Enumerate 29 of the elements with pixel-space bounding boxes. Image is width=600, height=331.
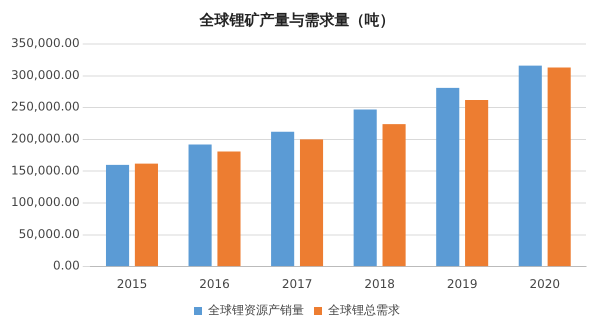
x-tick-label: 2019 bbox=[446, 276, 478, 291]
bar bbox=[518, 66, 542, 266]
y-tick-label: 250,000.00 bbox=[10, 100, 80, 114]
x-tick-label: 2018 bbox=[364, 276, 395, 291]
x-tick-label: 2016 bbox=[199, 276, 230, 291]
bar bbox=[217, 151, 241, 266]
bar bbox=[106, 164, 130, 266]
bar bbox=[354, 110, 377, 266]
x-tick-label: 2020 bbox=[529, 276, 560, 291]
y-tick-label: 300,000.00 bbox=[10, 68, 80, 82]
bar bbox=[548, 68, 571, 266]
legend-label: 全球锂资源产销量 bbox=[208, 303, 304, 318]
x-tick-label: 2015 bbox=[116, 276, 148, 291]
bar bbox=[134, 164, 158, 266]
bar bbox=[436, 88, 460, 266]
y-tick-label: 0.00 bbox=[52, 258, 80, 273]
bar bbox=[465, 100, 488, 266]
y-tick-label: 350,000.00 bbox=[10, 36, 80, 50]
y-tick-label: 100,000.00 bbox=[10, 195, 80, 210]
chart-title: 全球锂矿产量与需求量（吨） bbox=[198, 10, 394, 29]
x-tick-label: 2017 bbox=[282, 276, 312, 291]
bar bbox=[382, 124, 406, 266]
bar bbox=[188, 144, 212, 266]
bar bbox=[300, 139, 324, 266]
y-tick-label: 150,000.00 bbox=[10, 163, 80, 178]
y-tick-label: 50,000.00 bbox=[18, 226, 80, 241]
y-tick-label: 200,000.00 bbox=[10, 132, 80, 146]
bar bbox=[271, 132, 294, 266]
legend-label: 全球锂总需求 bbox=[328, 303, 400, 318]
